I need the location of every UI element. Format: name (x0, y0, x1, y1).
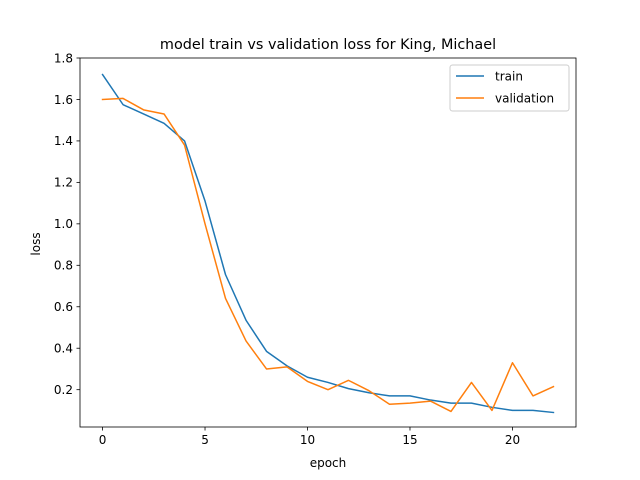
x-axis-label: epoch (310, 456, 347, 470)
axes-frame (79, 57, 577, 428)
chart-title: model train vs validation loss for King,… (160, 37, 496, 53)
y-tick-label: 0.2 (54, 383, 73, 397)
legend-label-validation: validation (495, 91, 554, 105)
y-axis-label: loss (29, 232, 43, 255)
series-line-validation (101, 97, 555, 413)
x-axis: 0 5 10 15 20 (99, 427, 520, 447)
y-tick-label: 1.2 (54, 176, 73, 190)
y-tick-label: 1.6 (54, 93, 73, 107)
y-tick-label: 0.6 (54, 300, 73, 314)
y-axis: 0.2 0.4 0.6 0.8 1.0 1.2 1.4 1.6 1.8 (54, 51, 80, 397)
y-tick-label: 0.8 (54, 259, 73, 273)
x-tick-label: 0 (99, 433, 107, 447)
legend: train validation (449, 64, 570, 112)
y-tick-label: 1.0 (54, 217, 73, 231)
plot-area (79, 57, 577, 428)
y-tick-label: 1.4 (54, 134, 73, 148)
x-tick-label: 10 (300, 433, 315, 447)
x-tick-label: 20 (505, 433, 520, 447)
legend-label-train: train (495, 69, 523, 83)
y-tick-label: 1.8 (54, 51, 73, 65)
x-tick-label: 5 (201, 433, 209, 447)
x-tick-label: 15 (402, 433, 417, 447)
y-tick-label: 0.4 (54, 342, 73, 356)
